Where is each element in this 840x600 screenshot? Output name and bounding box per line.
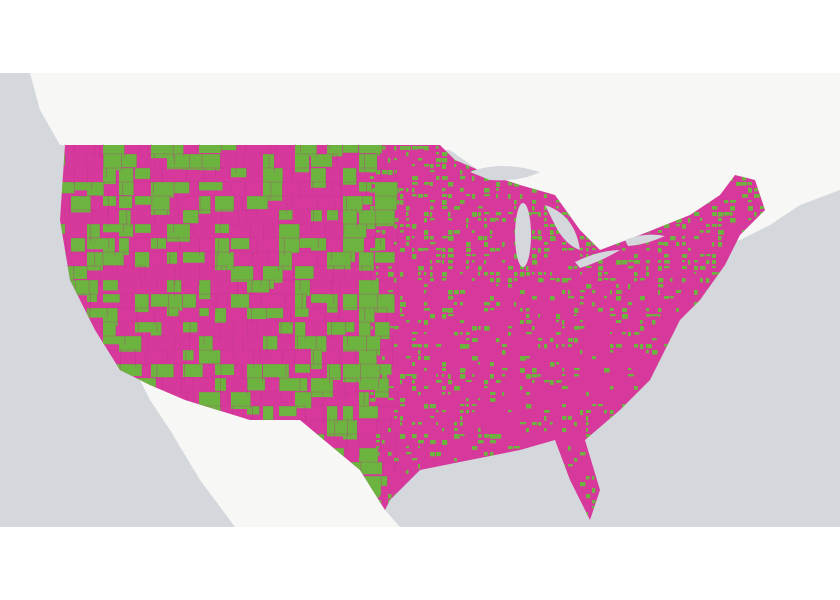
lake-superior bbox=[470, 166, 540, 181]
canada-land bbox=[30, 73, 840, 255]
lake-michigan bbox=[515, 203, 531, 267]
lake-erie bbox=[575, 250, 620, 268]
lake-huron bbox=[545, 205, 580, 250]
mexico-land bbox=[140, 380, 400, 527]
lake-ontario bbox=[625, 234, 665, 246]
